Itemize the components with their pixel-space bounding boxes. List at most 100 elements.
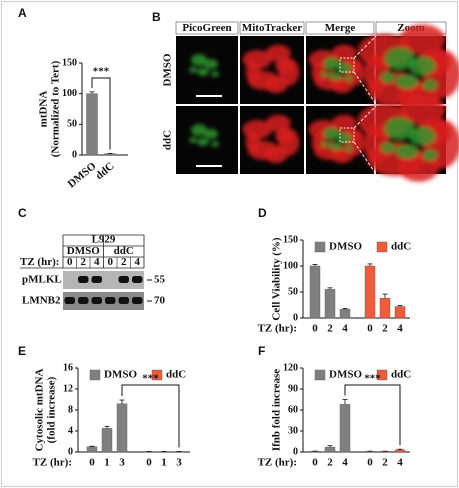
- dna-signal: [336, 62, 352, 74]
- dna-signal: [409, 126, 436, 146]
- legend-swatch: [376, 241, 388, 253]
- mito-signal: [399, 94, 446, 125]
- mito-signal: [265, 114, 291, 132]
- mito-signal: [275, 128, 295, 144]
- y-tick-label: 12: [63, 383, 73, 394]
- x-tick-label: 2: [327, 323, 333, 335]
- x-tick-label: 0: [89, 457, 95, 469]
- dna-signal: [323, 127, 341, 140]
- x-tick-label: 0: [312, 323, 318, 335]
- y-tick-label: 150: [283, 234, 298, 245]
- band: [132, 297, 143, 304]
- y-tick-label: 60: [288, 404, 298, 415]
- y-axis-label: Cytosolic mtDNA: [34, 369, 46, 452]
- bar: [104, 153, 116, 156]
- dna-signal: [211, 141, 219, 147]
- dna-signal: [395, 143, 419, 159]
- x-tick-label: 0: [312, 457, 318, 469]
- marker-label: 55: [154, 274, 166, 286]
- y-tick-label: 0: [293, 312, 298, 323]
- mito-signal: [311, 61, 327, 83]
- cell-signal: [189, 124, 219, 147]
- y-axis-label: Cell Viability (%): [271, 237, 283, 320]
- mito-signal: [264, 146, 288, 164]
- time-label: 4: [94, 256, 100, 268]
- dna-signal: [321, 141, 330, 148]
- legend-swatch: [151, 369, 163, 381]
- panel-label: E: [18, 344, 26, 358]
- dna-signal: [329, 72, 343, 81]
- dna-signal: [336, 132, 352, 144]
- dna-signal: [395, 73, 419, 89]
- column-header-box: [239, 21, 305, 35]
- x-tick-label: 2: [327, 457, 333, 469]
- panel-label: B: [152, 10, 161, 24]
- panel-label: A: [18, 6, 27, 20]
- column-header: PicoGreen: [182, 22, 231, 34]
- x-tick-label: 2: [382, 323, 388, 335]
- error-bar: [89, 445, 95, 447]
- band: [78, 297, 89, 304]
- mito-signal: [264, 76, 288, 94]
- mito-signal: [363, 54, 391, 93]
- dna-signal: [191, 54, 207, 66]
- group-label: DMSO: [67, 245, 100, 257]
- x-tick-label: 4: [342, 457, 348, 469]
- x-axis-label: TZ (hr):: [258, 323, 297, 335]
- blot-strip: [63, 271, 144, 289]
- bar: [324, 289, 336, 319]
- dna-signal: [211, 71, 219, 77]
- error-bar: [327, 287, 333, 290]
- mito-signal: [245, 131, 261, 153]
- panel-label: C: [18, 206, 27, 220]
- mito-signal: [275, 58, 295, 74]
- zoom-line: [353, 71, 377, 105]
- y-tick-label: 30: [288, 425, 298, 436]
- dna-signal: [321, 71, 330, 78]
- bar: [324, 446, 336, 453]
- dna-signal: [344, 75, 353, 82]
- cell-signal: [308, 114, 366, 164]
- protein-label: pMLKL: [22, 274, 62, 286]
- group-label: ddC: [114, 245, 134, 257]
- legend-swatch: [314, 369, 326, 381]
- dna-signal: [189, 137, 197, 143]
- error-bar: [342, 307, 348, 310]
- bar: [339, 308, 351, 319]
- mito-signal: [245, 61, 261, 83]
- bar: [86, 446, 98, 453]
- column-header-box: [305, 21, 375, 35]
- panel-label: D: [258, 206, 267, 220]
- zoom-line: [353, 141, 377, 175]
- x-tick-label: 2: [382, 457, 388, 469]
- legend-swatch: [314, 241, 326, 253]
- zoom-line: [353, 35, 377, 59]
- y-tick-label: 50: [288, 286, 298, 297]
- column-header-box: [175, 21, 239, 35]
- cell-signal: [189, 54, 219, 77]
- y-tick-label: 4: [68, 425, 73, 436]
- dna-signal: [204, 59, 218, 69]
- band: [118, 276, 129, 283]
- dna-signal: [409, 56, 436, 76]
- band: [132, 276, 143, 283]
- band: [105, 297, 116, 304]
- panel-label: F: [258, 344, 265, 358]
- y-axis-label: Ifnb fold increase: [271, 369, 283, 451]
- x-tick-label: 4: [397, 323, 403, 335]
- y-axis-label: (Normalized to Tert): [50, 60, 62, 157]
- zoom-box: [339, 57, 355, 73]
- y-axis-label: (fold increase): [46, 376, 58, 443]
- y-axis-label: mtDNA: [38, 91, 50, 128]
- y-tick-label: 100: [283, 260, 298, 271]
- dna-signal: [323, 57, 341, 70]
- time-label: 0: [67, 256, 73, 268]
- bar: [364, 265, 376, 319]
- column-header: MitoTracker: [242, 22, 302, 34]
- bar: [116, 403, 128, 453]
- time-label: 2: [81, 256, 87, 268]
- legend-label: DMSO: [329, 369, 362, 381]
- error-bar: [367, 263, 373, 266]
- y-tick-label: 100: [62, 88, 77, 99]
- x-tick-label: 1: [161, 457, 167, 469]
